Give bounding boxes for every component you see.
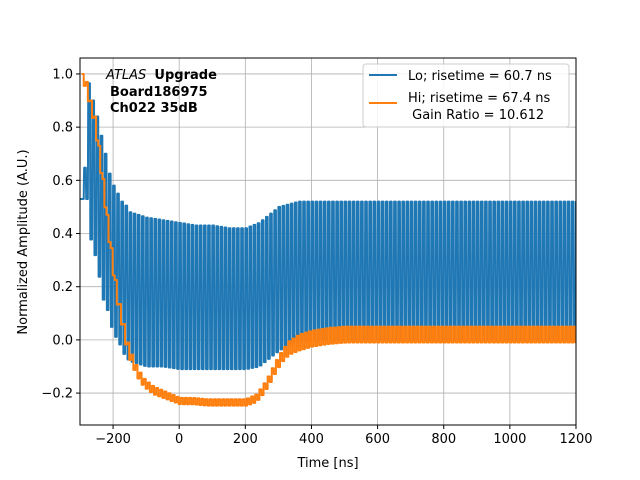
series-layer	[80, 72, 576, 407]
series-hi-line	[81, 72, 576, 407]
legend-lo-label: Lo; risetime = 60.7 ns	[408, 69, 552, 84]
x-tick-label: 600	[365, 432, 390, 447]
plot-frame	[79, 57, 577, 426]
y-tick-label: 0.4	[52, 227, 73, 242]
x-tick-label: 0	[175, 432, 183, 447]
legend-hi-gain-label: Gain Ratio = 10.612	[408, 108, 544, 123]
x-axis-ticks: −200 0 200 400 600 800 1000 1200	[95, 425, 593, 447]
y-tick-label: −0.2	[41, 387, 73, 402]
channel-label: Ch022 35dB	[110, 101, 198, 116]
x-axis-title: Time [ns]	[296, 456, 358, 471]
y-tick-label: 0.2	[52, 280, 73, 295]
svg-text:ATLAS Upgrade: ATLAS Upgrade	[105, 68, 217, 83]
y-tick-label: 1.0	[52, 67, 73, 82]
legend: Lo; risetime = 60.7 ns Hi; risetime = 67…	[362, 63, 570, 128]
legend-hi-label: Hi; risetime = 67.4 ns	[408, 91, 550, 106]
legend-box	[362, 63, 570, 128]
y-tick-label: 0.0	[52, 333, 73, 348]
plot-area	[80, 72, 576, 407]
y-tick-label: 0.6	[52, 174, 73, 189]
x-tick-label: 1200	[559, 432, 592, 447]
y-axis-title: Normalized Amplitude (A.U.)	[16, 149, 31, 334]
y-axis-ticks: −0.2 0.0 0.2 0.4 0.6 0.8 1.0	[41, 67, 80, 402]
atlas-annotation: ATLAS Upgrade Board186975 Ch022 35dB	[105, 68, 217, 116]
x-tick-label: −200	[95, 432, 131, 447]
x-tick-label: 400	[299, 432, 324, 447]
board-label: Board186975	[110, 85, 208, 100]
x-tick-label: 1000	[493, 432, 526, 447]
x-tick-label: 200	[233, 432, 258, 447]
atlas-label: ATLAS	[105, 68, 146, 83]
y-tick-label: 0.8	[52, 121, 73, 136]
upgrade-label: Upgrade	[154, 68, 217, 83]
x-tick-label: 800	[431, 432, 456, 447]
